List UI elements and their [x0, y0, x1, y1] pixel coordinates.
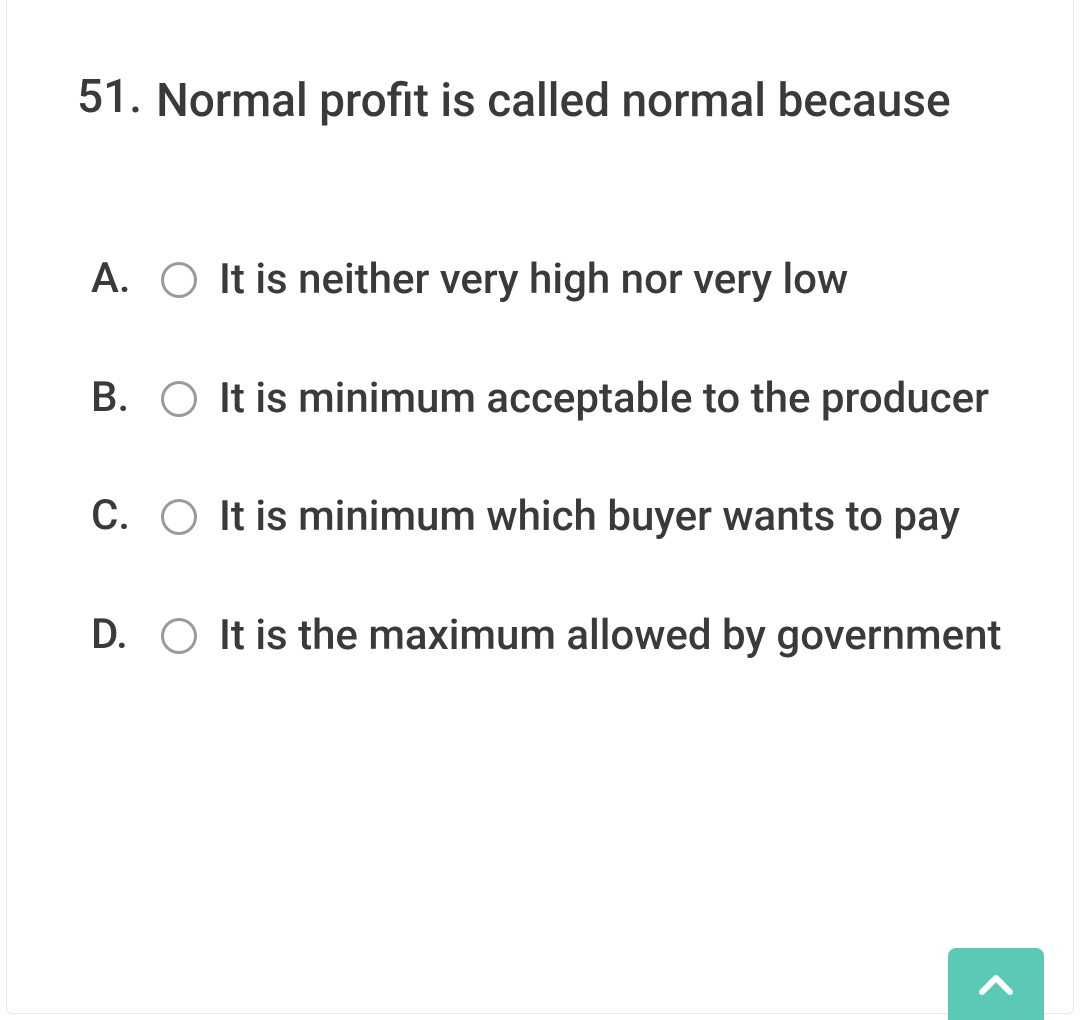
- option-c[interactable]: C. It is minimum which buyer wants to pa…: [91, 489, 1023, 546]
- radio-b[interactable]: [161, 381, 197, 417]
- chevron-up-icon: [976, 972, 1016, 996]
- options-list: A. It is neither very high nor very low …: [77, 252, 1023, 665]
- radio-c[interactable]: [161, 499, 197, 535]
- option-d[interactable]: D. It is the maximum allowed by governme…: [91, 608, 1023, 665]
- question-number: 51.: [77, 70, 142, 124]
- option-text: It is minimum which buyer wants to pay: [219, 489, 1023, 546]
- option-text: It is the maximum allowed by government: [219, 608, 1023, 665]
- option-a[interactable]: A. It is neither very high nor very low: [91, 252, 1023, 309]
- option-text: It is minimum acceptable to the producer: [219, 371, 1023, 428]
- option-letter: C.: [91, 489, 139, 544]
- option-letter: A.: [91, 252, 139, 307]
- option-text: It is neither very high nor very low: [219, 252, 1023, 309]
- option-letter: D.: [91, 608, 139, 663]
- option-letter: B.: [91, 371, 139, 426]
- option-b[interactable]: B. It is minimum acceptable to the produ…: [91, 371, 1023, 428]
- question-text: Normal profit is called normal because: [156, 70, 951, 132]
- scroll-top-button[interactable]: [948, 948, 1044, 1020]
- question-row: 51. Normal profit is called normal becau…: [77, 70, 1023, 132]
- radio-a[interactable]: [161, 262, 197, 298]
- question-card: 51. Normal profit is called normal becau…: [6, 0, 1074, 1014]
- radio-d[interactable]: [161, 618, 197, 654]
